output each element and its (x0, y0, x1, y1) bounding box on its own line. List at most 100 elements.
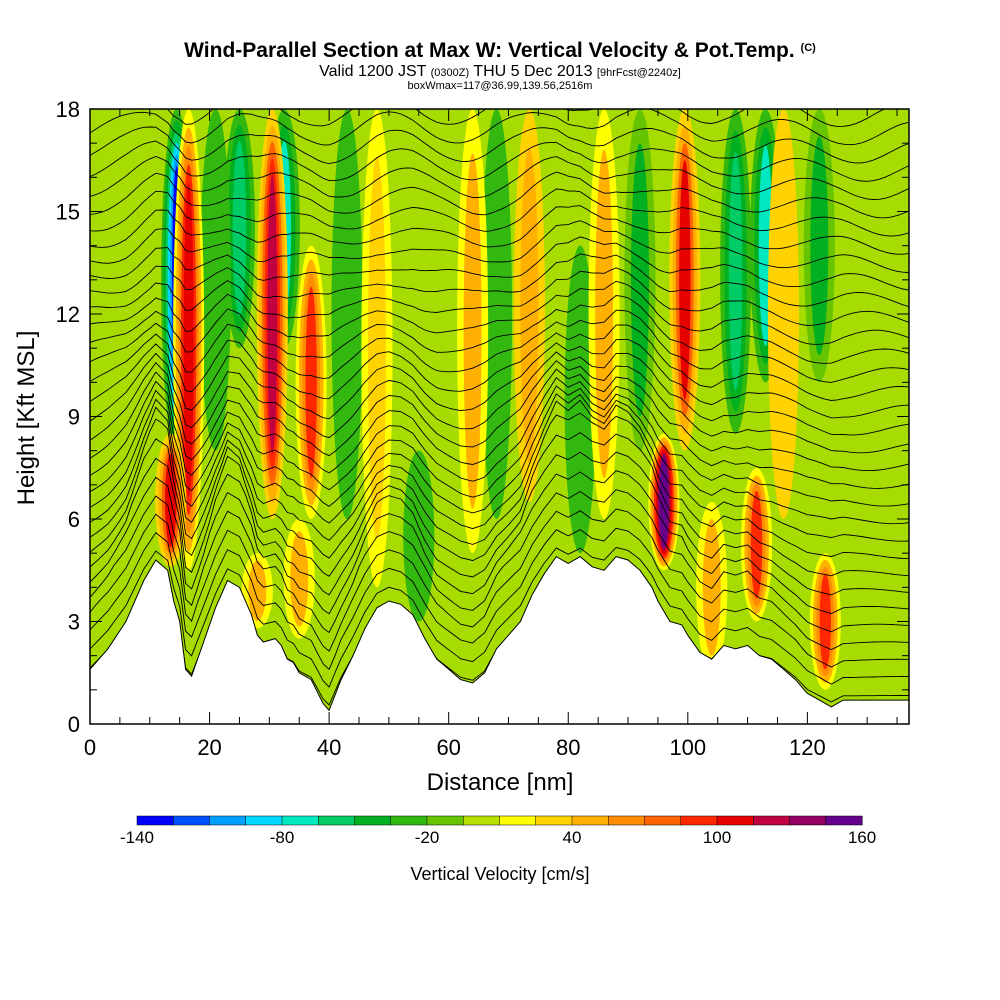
downdraft-cell (331, 109, 363, 519)
isentrope-line (90, 267, 909, 326)
updraft-cell (367, 156, 386, 540)
colorbar-swatch (789, 815, 827, 826)
isentrope-line (90, 109, 909, 146)
isentrope-line (90, 377, 909, 491)
isentrope-line (90, 393, 909, 525)
isentrope-line (90, 508, 909, 652)
colorbar (136, 815, 863, 826)
isentrope-line (90, 140, 909, 182)
updraft-cell (679, 160, 691, 400)
colorbar-tick-label: -80 (270, 828, 295, 847)
isentrope-line (90, 489, 909, 634)
terrain (90, 555, 909, 724)
isentrope-line (90, 527, 909, 671)
colorbar-swatch (390, 815, 428, 826)
updraft-cell (248, 560, 267, 621)
downdraft-cell (810, 136, 829, 355)
colorbar-swatch (499, 815, 537, 826)
x-tick-label: 0 (84, 735, 96, 760)
chart-subtitle: Valid 1200 JST (0300Z) THU 5 Dec 2013 [9… (319, 63, 681, 80)
x-tick-label: 20 (197, 735, 221, 760)
theta-isentropes (90, 109, 909, 706)
downdraft-cell (631, 143, 649, 417)
isentrope-line (90, 205, 909, 255)
colorbar-tick-label: -20 (415, 828, 440, 847)
downdraft-cell (403, 450, 435, 622)
updraft-cell (767, 109, 800, 519)
isentrope-line (90, 399, 909, 542)
x-tick-label: 80 (556, 735, 580, 760)
y-tick-label: 0 (68, 712, 80, 737)
colorbar-swatch (318, 815, 356, 826)
updraft-cell (463, 153, 482, 509)
colorbar-swatch (608, 815, 646, 826)
colorbar-tick-label: -140 (120, 828, 154, 847)
y-tick-label: 6 (68, 507, 80, 532)
isentrope-line (90, 309, 909, 383)
colorbar-swatch (136, 815, 174, 826)
colorbar-swatch (825, 815, 863, 826)
isentrope-line (90, 156, 909, 200)
updraft-cell (305, 286, 317, 478)
colorbar-swatch (209, 815, 247, 826)
velocity-cells (155, 109, 841, 690)
colorbar-swatch (463, 815, 501, 826)
colorbar-ticks: -140 -80 -20 40 100 160 (120, 828, 876, 847)
isentrope-line (90, 220, 909, 273)
colorbar-swatch (354, 815, 392, 826)
colorbar-swatch (680, 815, 718, 826)
updraft-cell (290, 530, 309, 627)
y-axis: 0 3 6 9 12 15 18 (56, 97, 909, 737)
updraft-cell (819, 573, 831, 670)
chart-subtitle-box: boxWmax=117@36.99,139.56,2516m (408, 80, 593, 92)
colorbar-swatch (571, 815, 609, 826)
isentrope-line (90, 451, 909, 596)
y-tick-label: 18 (56, 97, 80, 122)
isentrope-line (90, 432, 909, 577)
updraft-cell (750, 490, 763, 599)
isentrope-line (90, 253, 909, 308)
chart-title: Wind-Parallel Section at Max W: Vertical… (184, 39, 816, 62)
colorbar-swatch (644, 815, 682, 826)
x-tick-label: 100 (669, 735, 706, 760)
isentrope-line (90, 171, 909, 219)
isentrope-line (90, 368, 909, 474)
downdraft-cell (480, 109, 513, 519)
downdraft-cell (232, 140, 247, 317)
colorbar-title: Vertical Velocity [cm/s] (410, 864, 589, 884)
isentrope-line (90, 324, 909, 401)
isentrope-line (90, 188, 909, 237)
isentrope-line (90, 280, 909, 345)
colorbar-swatch (753, 815, 791, 826)
colorbar-swatch (281, 815, 319, 826)
y-axis-label: Height [Kft MSL] (13, 331, 40, 506)
isentrope-line (90, 385, 909, 507)
y-tick-label: 3 (68, 610, 80, 635)
isentrope-line (90, 295, 909, 364)
isentrope-line (90, 547, 909, 688)
downdraft-cell (199, 109, 232, 451)
colorbar-swatch (245, 815, 283, 826)
y-tick-label: 12 (56, 302, 80, 327)
isentrope-line (90, 412, 909, 560)
isentrope-line (90, 470, 909, 615)
downdraft-cell (728, 152, 743, 391)
x-tick-label: 60 (436, 735, 460, 760)
isentrope-line (90, 236, 909, 291)
colorbar-swatch (426, 815, 464, 826)
x-tick-label: 40 (317, 735, 341, 760)
colorbar-tick-label: 160 (848, 828, 876, 847)
isentrope-line (90, 351, 909, 439)
colorbar-tick-label: 40 (563, 828, 582, 847)
x-axis: 0 20 40 60 80 100 120 (84, 109, 898, 760)
colorbar-tick-label: 100 (703, 828, 731, 847)
isentrope-line (90, 360, 909, 457)
y-tick-label: 9 (68, 405, 80, 430)
colorbar-swatch (173, 815, 211, 826)
colorbar-swatch (716, 815, 754, 826)
updraft-cell (183, 182, 194, 497)
x-axis-label: Distance [nm] (427, 769, 574, 796)
plot-area (90, 109, 909, 724)
x-tick-label: 120 (789, 735, 826, 760)
